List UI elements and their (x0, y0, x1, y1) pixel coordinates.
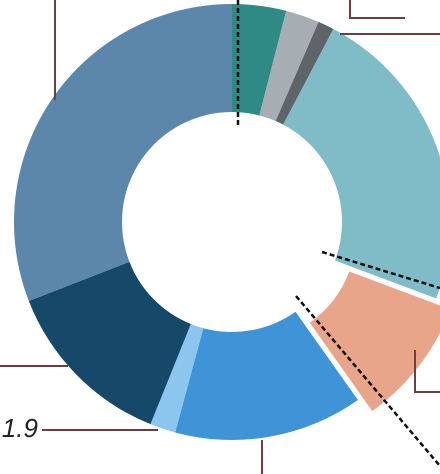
leader-line (414, 350, 440, 393)
donut-slice (275, 21, 334, 125)
donut-slice (13, 4, 233, 301)
donut-slice (283, 29, 440, 299)
donut-slice (175, 311, 358, 440)
leader-line (321, 250, 440, 290)
leader-line (295, 295, 440, 467)
donut-slice (232, 4, 287, 116)
donut-slice (28, 261, 191, 425)
donut-slice (150, 324, 204, 433)
donut-slice (259, 10, 319, 122)
data-label: 1.9 (2, 413, 38, 443)
leader-line (349, 0, 405, 19)
donut (13, 4, 440, 440)
donut-slice (309, 271, 440, 411)
